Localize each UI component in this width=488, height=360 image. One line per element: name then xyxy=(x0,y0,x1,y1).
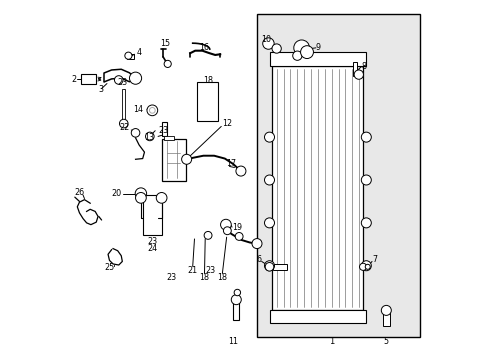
Circle shape xyxy=(293,40,309,56)
Circle shape xyxy=(181,154,191,164)
Text: 18: 18 xyxy=(199,273,209,282)
Text: 15: 15 xyxy=(160,39,170,48)
Text: 20: 20 xyxy=(111,189,121,198)
Circle shape xyxy=(361,218,370,228)
Circle shape xyxy=(359,263,366,270)
Bar xyxy=(162,122,167,136)
Text: 16: 16 xyxy=(199,42,209,51)
Text: 18: 18 xyxy=(217,273,227,282)
Circle shape xyxy=(231,295,241,305)
Text: 1: 1 xyxy=(329,337,334,346)
Circle shape xyxy=(292,51,302,60)
Text: 23: 23 xyxy=(117,78,127,87)
Circle shape xyxy=(124,52,132,59)
Text: 24: 24 xyxy=(147,244,157,253)
Text: 4: 4 xyxy=(136,48,142,57)
Circle shape xyxy=(203,231,212,239)
Bar xyxy=(272,66,363,310)
Circle shape xyxy=(119,119,128,128)
Text: 19: 19 xyxy=(231,222,242,231)
Circle shape xyxy=(262,38,274,49)
Text: 7: 7 xyxy=(372,255,377,264)
Bar xyxy=(272,264,286,270)
Circle shape xyxy=(149,108,155,113)
Bar xyxy=(142,195,162,235)
Text: 13: 13 xyxy=(144,133,154,142)
Text: 21: 21 xyxy=(187,266,197,275)
Circle shape xyxy=(164,60,171,67)
Circle shape xyxy=(264,262,273,271)
Text: 22: 22 xyxy=(119,123,129,132)
Bar xyxy=(122,89,125,120)
Bar xyxy=(382,312,389,326)
Text: 3: 3 xyxy=(98,85,103,94)
Circle shape xyxy=(135,193,146,203)
Bar xyxy=(163,136,173,140)
Text: 23: 23 xyxy=(147,237,157,246)
Circle shape xyxy=(147,105,157,116)
Text: 6: 6 xyxy=(256,255,261,264)
Circle shape xyxy=(365,264,369,269)
Circle shape xyxy=(135,188,146,199)
Bar xyxy=(81,74,96,84)
Circle shape xyxy=(234,289,240,296)
Text: 23: 23 xyxy=(166,273,176,282)
Circle shape xyxy=(264,218,274,228)
Circle shape xyxy=(264,175,274,185)
Text: 8: 8 xyxy=(361,62,366,71)
Circle shape xyxy=(156,193,166,203)
Circle shape xyxy=(145,132,154,141)
Circle shape xyxy=(223,227,231,235)
Circle shape xyxy=(129,72,142,84)
Bar xyxy=(233,300,239,320)
Text: 18: 18 xyxy=(203,76,212,85)
Bar xyxy=(257,14,419,337)
Text: 17: 17 xyxy=(225,159,236,168)
Circle shape xyxy=(361,132,370,142)
Text: 14: 14 xyxy=(132,105,142,114)
Text: 10: 10 xyxy=(261,36,271,45)
Circle shape xyxy=(235,166,245,176)
Text: 25: 25 xyxy=(104,263,114,272)
Circle shape xyxy=(131,129,140,137)
Circle shape xyxy=(381,305,390,315)
Bar xyxy=(127,54,134,59)
Bar xyxy=(197,82,218,121)
Text: 26: 26 xyxy=(74,188,84,197)
Circle shape xyxy=(353,70,363,79)
Circle shape xyxy=(264,261,274,271)
Text: 2: 2 xyxy=(71,75,77,84)
Text: 12: 12 xyxy=(222,119,232,128)
Text: 9: 9 xyxy=(315,43,321,52)
Bar xyxy=(162,139,185,181)
Circle shape xyxy=(271,44,281,53)
Circle shape xyxy=(264,132,274,142)
Circle shape xyxy=(361,175,370,185)
Circle shape xyxy=(114,76,123,84)
Text: 11: 11 xyxy=(227,337,238,346)
Text: 23: 23 xyxy=(158,126,168,135)
Bar xyxy=(269,310,366,323)
Circle shape xyxy=(300,46,313,59)
Text: 5: 5 xyxy=(383,337,388,346)
Circle shape xyxy=(220,219,231,230)
Text: 23: 23 xyxy=(205,266,215,275)
Bar xyxy=(353,62,356,76)
Circle shape xyxy=(361,261,370,271)
Circle shape xyxy=(251,239,262,249)
Circle shape xyxy=(235,233,243,240)
Bar xyxy=(269,52,366,66)
